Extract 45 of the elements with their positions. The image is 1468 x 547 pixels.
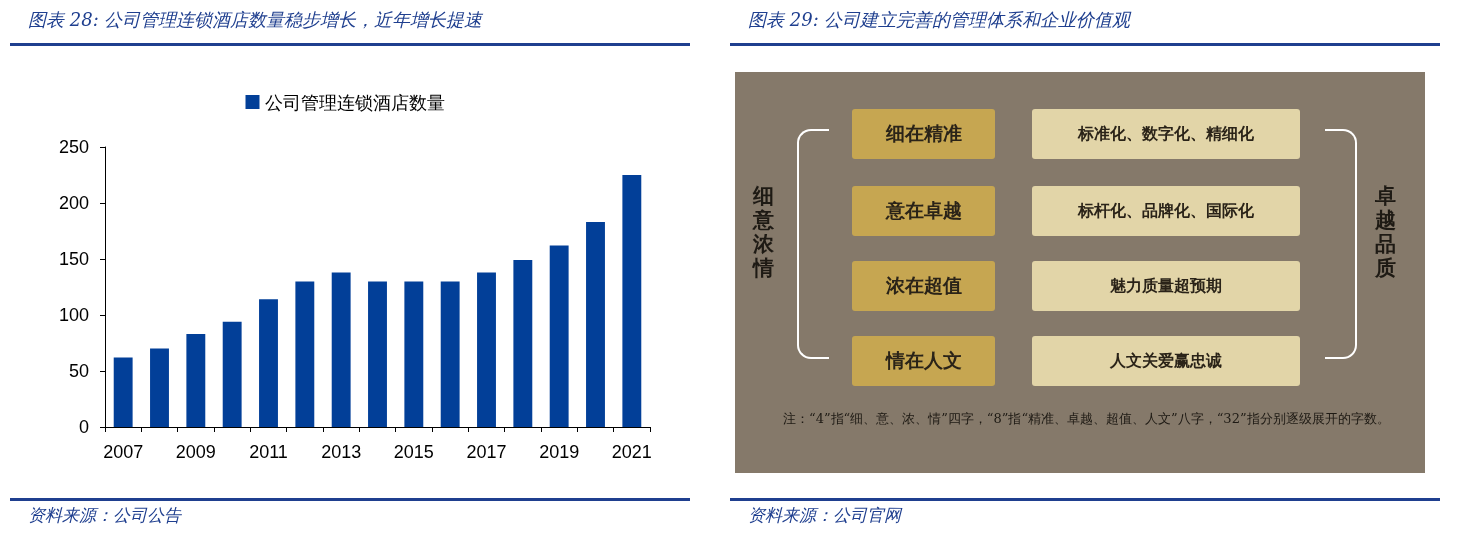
x-tick-label: 2007 xyxy=(103,442,144,462)
text: 情在人文 xyxy=(852,336,995,386)
x-tick-label: 2009 xyxy=(175,442,216,462)
bar xyxy=(222,321,242,427)
bar xyxy=(622,175,642,427)
y-tick-label: 250 xyxy=(58,137,89,157)
bar xyxy=(186,334,206,427)
text: 细意浓情 xyxy=(751,183,775,280)
bar xyxy=(477,272,496,427)
text: 资料来源：公司官网 xyxy=(748,504,901,527)
text: 标杆化、品牌化、国际化 xyxy=(1032,186,1300,236)
bar xyxy=(586,222,605,427)
text: 注：“4”指“细、意、浓、情”四字，“8”指“精准、卓越、超值、人文”八字，“32”指分别逐级展开的字数。 xyxy=(783,410,1391,428)
bar xyxy=(549,245,569,427)
text: 魅力质量超预期 xyxy=(1032,261,1300,311)
text: 卓越品质 xyxy=(1373,183,1397,280)
y-tick-label: 0 xyxy=(78,417,89,437)
bar xyxy=(331,272,351,427)
text: 意在卓越 xyxy=(852,186,995,236)
text: 资料来源：公司公告 xyxy=(28,504,181,527)
text: 标准化、数字化、精细化 xyxy=(1032,109,1300,159)
x-tick-label: 2017 xyxy=(466,442,507,462)
y-tick-label: 100 xyxy=(58,305,89,325)
x-tick-label: 2015 xyxy=(393,442,434,462)
y-tick-label: 200 xyxy=(58,193,89,213)
x-tick-label: 2013 xyxy=(321,442,362,462)
text: 浓在超值 xyxy=(852,261,995,311)
x-tick-label: 2021 xyxy=(611,442,652,462)
y-tick-label: 50 xyxy=(68,361,89,381)
x-tick-label: 2011 xyxy=(249,442,288,462)
chart-title: 图表 28: 公司管理连锁酒店数量稳步增长，近年增长提速 xyxy=(28,8,483,32)
bar xyxy=(259,299,278,427)
bar xyxy=(440,281,460,427)
x-tick-label: 2019 xyxy=(539,442,580,462)
bar xyxy=(404,281,424,427)
bar xyxy=(513,260,533,427)
bar xyxy=(295,281,315,427)
bar xyxy=(150,348,169,427)
bar xyxy=(113,357,133,427)
text: 图表 29: 公司建立完善的管理体系和企业价值观 xyxy=(748,8,1131,32)
bar xyxy=(368,281,387,427)
text: 人文关爱赢忠诚 xyxy=(1032,336,1300,386)
y-tick-label: 150 xyxy=(58,249,89,269)
legend-label: 公司管理连锁酒店数量 xyxy=(264,91,445,113)
text: 细在精准 xyxy=(852,109,995,159)
